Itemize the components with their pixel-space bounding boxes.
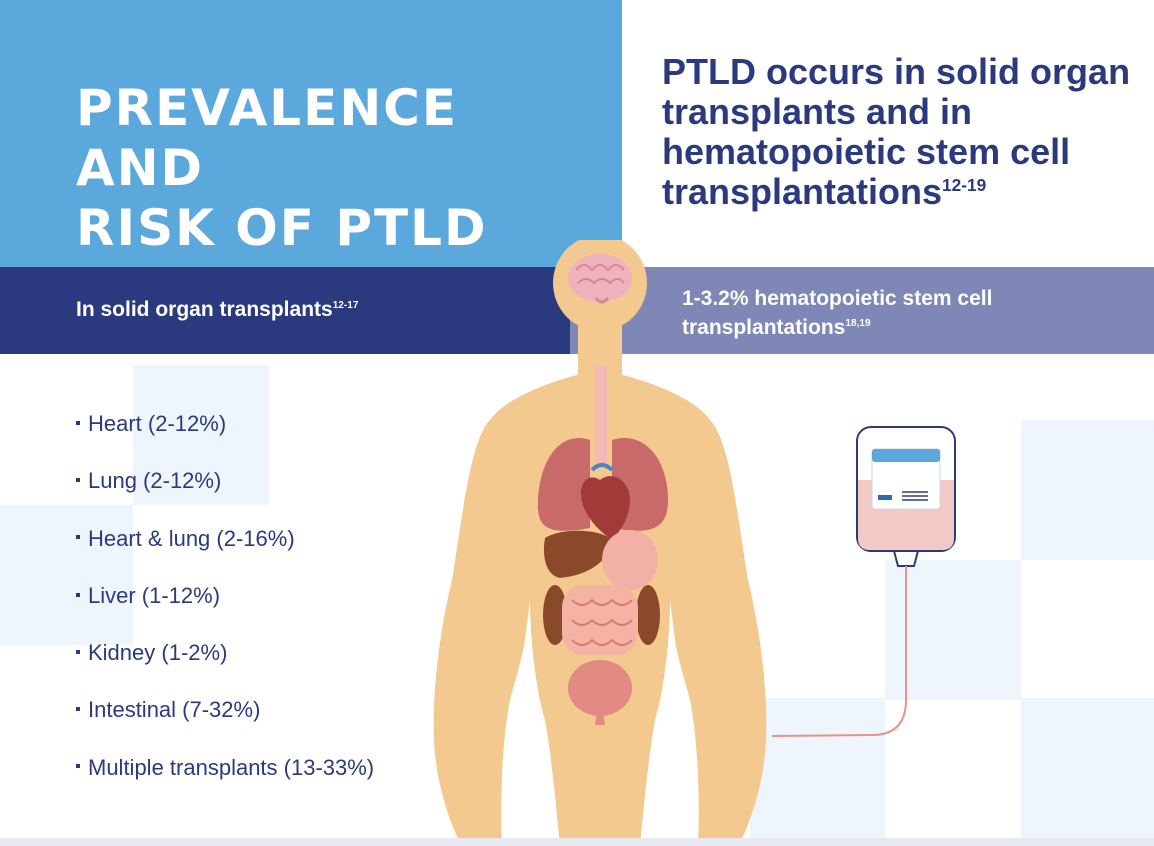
kidney-left-icon [543,585,567,645]
trachea-icon [595,365,607,465]
background-tile [133,365,269,505]
page-title: PREVALENCE AND RISK OF PTLD [76,78,596,258]
intestines-icon [562,585,638,655]
list-item: Intestinal (7-32%) [76,686,374,743]
hsct-band [570,267,1154,354]
iv-bag-icon [771,426,956,737]
bullet-icon [76,420,80,425]
subhead-reference: 12-19 [942,175,987,195]
background-tile [750,698,885,838]
organ-prevalence-list: Heart (2-12%) Lung (2-12%) Heart & lung … [76,400,374,801]
human-body-organs-icon [433,240,767,840]
hsct-reference: 18,19 [845,318,871,329]
bullet-icon [76,592,80,597]
bullet-icon [76,764,80,769]
hsct-label: 1-3.2% hematopoietic stem cell transplan… [682,284,1122,342]
subheadline: PTLD occurs in solid organ transplants a… [662,52,1142,212]
background-tile [885,560,1021,700]
liver-icon [543,530,612,578]
list-item: Heart (2-12%) [76,400,374,457]
background-tile [1021,698,1154,838]
solid-organ-label: In solid organ transplants12-17 [76,295,358,324]
bullet-icon [76,707,80,712]
list-item: Heart & lung (2-16%) [76,515,374,572]
subhead-text: PTLD occurs in solid organ transplants a… [662,51,1131,212]
list-item: Multiple transplants (13-33%) [76,744,374,801]
title-line-1: PREVALENCE AND [76,79,459,197]
solid-organ-band [0,267,640,354]
solid-organ-reference: 12-17 [332,300,359,311]
background-tile [0,505,133,645]
list-item: Kidney (1-2%) [76,629,374,686]
background-tile [1021,420,1154,560]
bladder-icon [568,660,632,716]
bullet-icon [76,535,80,540]
heart-icon [580,463,630,540]
hsct-text: 1-3.2% hematopoietic stem cell transplan… [682,287,993,339]
kidney-right-icon [636,585,660,645]
solid-organ-text: In solid organ transplants [76,298,333,321]
stomach-icon [602,530,658,590]
brain-icon [568,254,632,304]
hero-panel [0,0,622,267]
title-line-2: RISK OF PTLD [76,199,488,257]
list-item: Liver (1-12%) [76,572,374,629]
footer-divider [0,838,1154,846]
bullet-icon [76,649,80,654]
list-item: Lung (2-12%) [76,457,374,514]
bullet-icon [76,477,80,482]
